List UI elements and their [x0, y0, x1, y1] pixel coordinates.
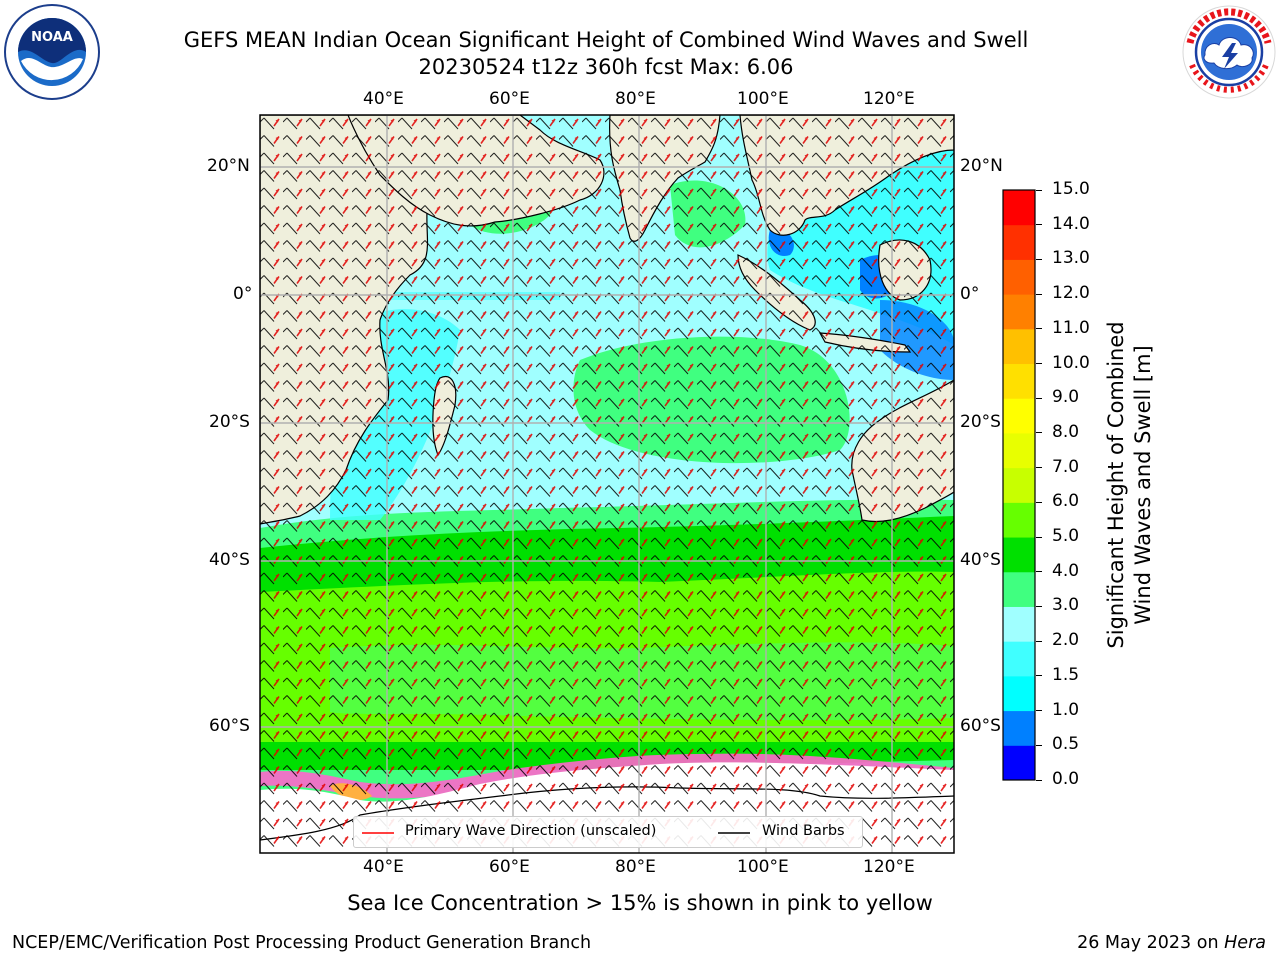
lat-label-left-60s: 60°S — [209, 716, 250, 736]
colorbar-band — [1003, 641, 1035, 677]
colorbar-tick-label: 1.0 — [1052, 699, 1080, 720]
colorbar-tick-mark — [1036, 224, 1042, 226]
lon-label-top-120e: 120°E — [863, 89, 915, 109]
colorbar-band — [1003, 398, 1035, 434]
lon-label-bottom-100e: 100°E — [737, 857, 789, 877]
colorbar-tick-mark — [1036, 432, 1042, 434]
colorbar-tick-mark — [1036, 675, 1042, 677]
colorbar-tick-mark — [1036, 605, 1042, 607]
lat-label-right-40s: 40°S — [960, 550, 1001, 570]
colorbar-band — [1003, 745, 1035, 781]
lat-label-left-40s: 40°S — [209, 550, 250, 570]
colorbar — [1002, 189, 1036, 781]
colorbar-band — [1003, 432, 1035, 469]
title-line-2: 20230524 t12z 360h fcst Max: 6.06 — [418, 55, 794, 79]
colorbar-band — [1003, 675, 1035, 712]
colorbar-tick-mark — [1036, 397, 1042, 399]
colorbar-tick-mark — [1036, 189, 1042, 191]
lon-label-top-100e: 100°E — [737, 89, 789, 109]
colorbar-label: Significant Height of Combined Wind Wave… — [1103, 321, 1157, 648]
title-line-1: GEFS MEAN Indian Ocean Significant Heigh… — [183, 28, 1029, 52]
colorbar-tick-label: 9.0 — [1052, 387, 1080, 408]
colorbar-tick-label: 0.0 — [1052, 769, 1080, 789]
noaa-logo-text: NOAA — [31, 30, 73, 45]
colorbar-band — [1003, 190, 1035, 226]
colorbar-tick-label: 8.0 — [1052, 421, 1080, 442]
lat-label-right-60s: 60°S — [960, 716, 1001, 736]
colorbar-band — [1003, 537, 1035, 573]
colorbar-tick-mark — [1036, 779, 1042, 781]
footer-branch: NCEP/EMC/Verification Post Processing Pr… — [12, 933, 592, 953]
colorbar-tick-label: 4.0 — [1052, 560, 1080, 581]
colorbar-band — [1003, 363, 1035, 399]
colorbar-tick-label: 1.5 — [1052, 664, 1080, 685]
wind-barbs-legend-line — [718, 832, 750, 834]
lat-label-left-20n: 20°N — [207, 156, 250, 176]
colorbar-band — [1003, 294, 1035, 330]
colorbar-tick-label: 15.0 — [1052, 179, 1090, 199]
colorbar-tick-label: 13.0 — [1052, 248, 1090, 269]
lon-label-top-40e: 40°E — [363, 89, 404, 109]
colorbar-tick-label: 11.0 — [1052, 317, 1090, 338]
lon-label-top-80e: 80°E — [615, 89, 656, 109]
wind-barbs-and-wave-arrows — [260, 115, 954, 853]
colorbar-band — [1003, 328, 1035, 365]
colorbar-tick-mark — [1036, 536, 1042, 538]
colorbar-label-line-2: Wind Waves and Swell [m] — [1131, 345, 1155, 625]
lat-label-right-0: 0° — [960, 284, 980, 304]
colorbar-label-line-1: Significant Height of Combined — [1104, 321, 1128, 649]
colorbar-tick-mark — [1036, 744, 1042, 746]
colorbar-band — [1003, 710, 1035, 746]
footer-date-text: 26 May 2023 on — [1077, 933, 1219, 953]
colorbar-tick-mark — [1036, 293, 1042, 295]
footer-date: 26 May 2023 on Hera — [1077, 933, 1266, 953]
lat-label-left-0: 0° — [233, 284, 253, 304]
colorbar-band — [1003, 224, 1035, 260]
colorbar-tick-mark — [1036, 710, 1042, 712]
colorbar-tick-label: 7.0 — [1052, 456, 1080, 477]
colorbar-tick-label: 0.5 — [1052, 734, 1080, 755]
sea-ice-note: Sea Ice Concentration > 15% is shown in … — [347, 891, 933, 915]
colorbar-band — [1003, 606, 1035, 642]
colorbar-tick-mark — [1036, 258, 1042, 260]
map-legend: Primary Wave Direction (unscaled) Wind B… — [353, 816, 863, 848]
gridlines — [260, 115, 954, 853]
colorbar-band — [1003, 467, 1035, 503]
lon-label-bottom-60e: 60°E — [489, 857, 530, 877]
lon-label-top-60e: 60°E — [489, 89, 530, 109]
colorbar-tick-label: 10.0 — [1052, 352, 1090, 373]
colorbar-tick-mark — [1036, 501, 1042, 503]
colorbar-tick-label: 2.0 — [1052, 630, 1080, 651]
footer-host: Hera — [1224, 933, 1266, 953]
colorbar-tick-mark — [1036, 328, 1042, 330]
lon-label-bottom-120e: 120°E — [863, 857, 915, 877]
wind-barbs-legend-label: Wind Barbs — [762, 823, 845, 839]
colorbar-tick-mark — [1036, 467, 1042, 469]
colorbar-band — [1003, 502, 1035, 538]
colorbar-tick-mark — [1036, 363, 1042, 365]
lon-label-bottom-40e: 40°E — [363, 857, 404, 877]
colorbar-tick-label: 14.0 — [1052, 213, 1090, 234]
lon-label-bottom-80e: 80°E — [615, 857, 656, 877]
colorbar-band — [1003, 571, 1035, 607]
noaa-logo: NOAA — [4, 4, 100, 100]
lat-label-left-20s: 20°S — [209, 412, 250, 432]
colorbar-tick-mark — [1036, 640, 1042, 642]
wave-direction-legend-line — [362, 832, 394, 834]
colorbar-tick-label: 6.0 — [1052, 491, 1080, 512]
colorbar-tick-mark — [1036, 571, 1042, 573]
wave-direction-legend-label: Primary Wave Direction (unscaled) — [405, 823, 657, 839]
lat-label-right-20n: 20°N — [960, 156, 1003, 176]
colorbar-tick-label: 5.0 — [1052, 526, 1080, 547]
colorbar-tick-label: 12.0 — [1052, 283, 1090, 304]
colorbar-band — [1003, 259, 1035, 295]
nws-logo — [1182, 5, 1276, 99]
colorbar-tick-label: 3.0 — [1052, 595, 1080, 616]
map-frame — [259, 114, 955, 854]
lat-label-right-20s: 20°S — [960, 412, 1001, 432]
